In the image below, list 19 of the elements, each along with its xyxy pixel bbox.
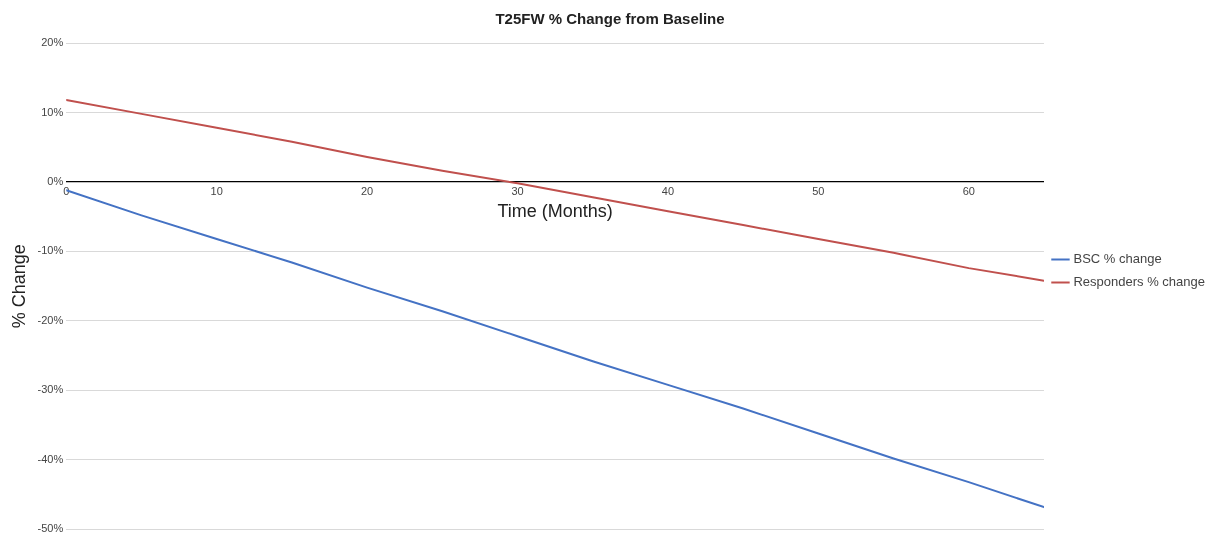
x-tick-label: 60 <box>962 184 975 197</box>
y-tick-label: 10% <box>41 105 64 118</box>
y-tick-label: -20% <box>37 313 64 326</box>
x-tick-label: 20 <box>360 184 374 197</box>
y-tick-label: 0% <box>47 175 64 187</box>
y-tick-label: -50% <box>37 522 64 535</box>
y-tick-label: -30% <box>37 383 64 396</box>
y-tick-label: -10% <box>37 244 64 257</box>
x-tick-label: 40 <box>661 184 675 197</box>
legend-label: Responders % change <box>1073 274 1205 290</box>
y-axis-title: % Change <box>8 244 29 329</box>
x-tick-label: 30 <box>511 184 524 197</box>
x-axis-title: Time (Months) <box>497 200 613 221</box>
legend-label: BSC % change <box>1073 251 1162 267</box>
y-tick-label: 20% <box>41 36 64 49</box>
x-tick-label: 50 <box>812 184 825 197</box>
y-tick-label: -40% <box>37 452 64 465</box>
chart-title: T25FW % Change from Baseline <box>495 10 725 28</box>
x-tick-label: 10 <box>210 184 223 197</box>
